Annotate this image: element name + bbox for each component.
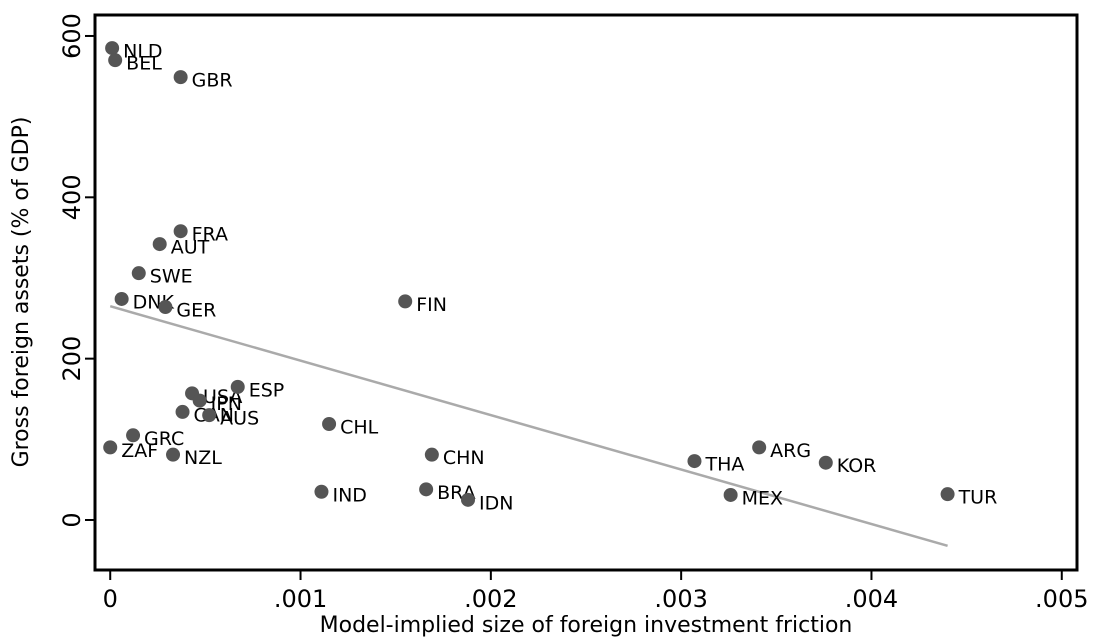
point bbox=[419, 482, 434, 497]
point bbox=[723, 487, 738, 502]
point bbox=[173, 70, 188, 85]
point-label: CHL bbox=[340, 416, 379, 438]
point bbox=[314, 484, 329, 499]
point-label: ZAF bbox=[121, 440, 158, 462]
y-tick-label: 200 bbox=[58, 336, 86, 382]
point-label: SWE bbox=[150, 266, 193, 288]
fit-line bbox=[109, 305, 948, 548]
point bbox=[166, 447, 181, 462]
point bbox=[424, 447, 439, 462]
x-tick-label: .001 bbox=[274, 585, 327, 613]
x-tick-label: .005 bbox=[1035, 585, 1088, 613]
point bbox=[752, 440, 767, 455]
point-label: ARG bbox=[770, 440, 811, 462]
point bbox=[114, 291, 129, 306]
y-tick-label: 600 bbox=[58, 13, 86, 59]
x-axis-title: Model-implied size of foreign investment… bbox=[320, 613, 853, 638]
point-label: FRA bbox=[192, 224, 228, 246]
point-label: IDN bbox=[479, 492, 513, 514]
point bbox=[105, 41, 120, 56]
point bbox=[175, 404, 190, 419]
point bbox=[461, 492, 476, 507]
x-tick-label: .003 bbox=[654, 585, 707, 613]
point-label: BEL bbox=[126, 53, 162, 75]
point bbox=[940, 487, 955, 502]
point bbox=[152, 237, 167, 252]
y-tick-label: 400 bbox=[58, 174, 86, 220]
x-tick-label: .002 bbox=[464, 585, 517, 613]
point bbox=[192, 393, 207, 408]
point-label: GBR bbox=[192, 70, 233, 92]
x-tick-label: 0 bbox=[103, 585, 118, 613]
plot-frame bbox=[93, 13, 1079, 572]
point-label: THA bbox=[704, 454, 744, 476]
point-label: KOR bbox=[837, 455, 877, 477]
point bbox=[158, 300, 173, 315]
point bbox=[173, 224, 188, 239]
point bbox=[131, 266, 146, 281]
y-tick-label: 0 bbox=[58, 512, 86, 527]
point bbox=[322, 416, 337, 431]
point-label: ESP bbox=[249, 379, 285, 401]
point-label: AUT bbox=[171, 237, 210, 259]
point-label: NLD bbox=[123, 41, 162, 63]
point bbox=[108, 53, 123, 68]
point-label: IND bbox=[332, 484, 366, 506]
point bbox=[202, 408, 217, 423]
point bbox=[818, 455, 833, 470]
point-label: NZL bbox=[184, 447, 222, 469]
point bbox=[126, 428, 141, 443]
y-axis-title: Gross foreign assets (% of GDP) bbox=[9, 117, 34, 468]
point-label: AUS bbox=[220, 408, 259, 430]
point bbox=[398, 294, 413, 309]
x-tick-label: .004 bbox=[845, 585, 898, 613]
point bbox=[687, 454, 702, 469]
point-label: JPN bbox=[210, 393, 242, 415]
point-label: CHN bbox=[443, 447, 485, 469]
point-label: GRC bbox=[144, 428, 184, 450]
point-label: MEX bbox=[742, 487, 783, 509]
point-label: FIN bbox=[416, 294, 447, 316]
point-label: TUR bbox=[958, 487, 998, 509]
point bbox=[103, 440, 118, 455]
point-label: GER bbox=[176, 300, 216, 322]
point bbox=[230, 379, 245, 394]
